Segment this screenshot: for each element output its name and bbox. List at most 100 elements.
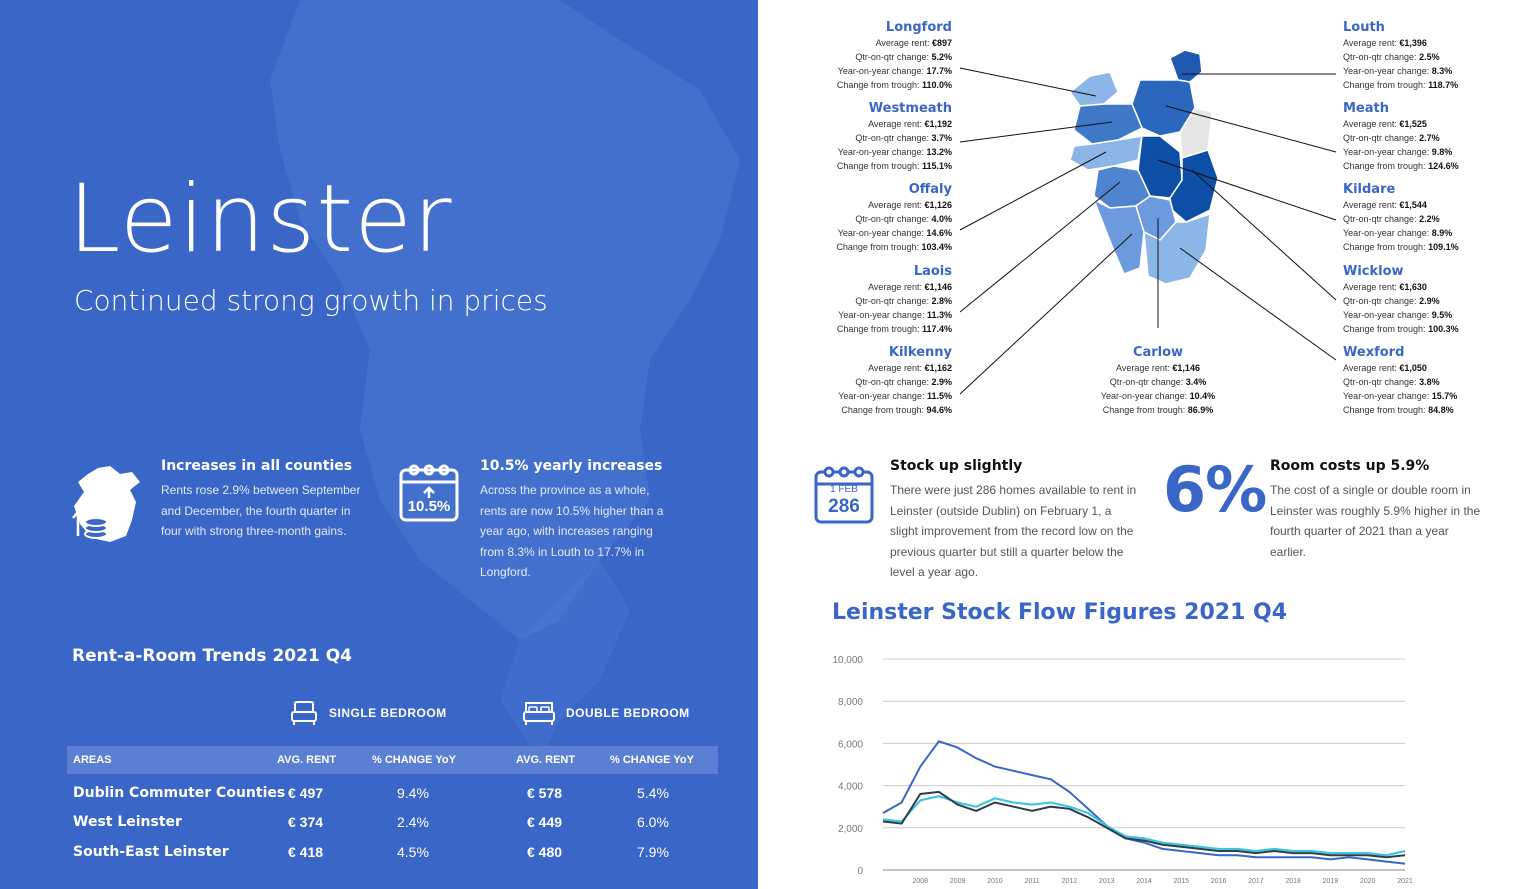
x-tick-label: 2020 [1360,878,1376,885]
page-title: Leinster [68,165,453,274]
county-carlow: Carlow Average rent: €1,146 Qtr-on-qtr c… [1073,345,1243,417]
y-tick-label: 6,000 [838,739,863,750]
big-percent: 6% [1163,453,1267,526]
col-single-rent: AVG. RENT [277,754,337,766]
county-name: Kilkenny [888,345,952,360]
row-single-rent: € 497 [288,785,324,801]
table-header: AREAS AVG. RENT % CHANGE YoY AVG. RENT %… [67,746,718,774]
row-double-change: 6.0% [637,814,669,830]
feature-text: The cost of a single or double room in L… [1270,483,1481,559]
row-double-rent: € 480 [527,844,563,860]
col-single-change: % CHANGE YoY [372,754,456,766]
calendar-date-icon: 1 FEB 286 [813,462,875,531]
x-tick-label: 2012 [1062,878,1078,885]
feature-increases: Increases in all counties Rents rose 2.9… [161,458,371,542]
y-tick-label: 10,000 [832,655,863,666]
table-row: West Leinster € 374 2.4% € 449 6.0% [67,809,718,837]
y-tick-label: 0 [857,866,863,877]
row-area: Dublin Commuter Counties [73,785,286,801]
county-kildare: Kildare Average rent: €1,544 Qtr-on-qtr … [1343,182,1513,254]
county-kilkenny: Kilkenny Average rent: €1,162 Qtr-on-qtr… [782,345,952,417]
row-single-change: 2.4% [397,814,429,830]
col-areas: AREAS [73,754,112,766]
row-area: West Leinster [73,814,182,830]
x-tick-label: 2013 [1099,878,1115,885]
map-wexford [1143,212,1211,285]
feature-heading: 10.5% yearly increases [480,458,663,474]
y-tick-label: 8,000 [838,697,863,708]
county-name: Carlow [1132,345,1184,360]
series-line-1 [882,795,1406,857]
row-area: South-East Leinster [73,844,229,860]
county-offaly: Offaly Average rent: €1,126 Qtr-on-qtr c… [782,182,952,254]
double-bed-icon [523,702,555,725]
feature-text: Across the province as a whole, rents ar… [480,483,664,579]
county-louth: Louth Average rent: €1,396 Qtr-on-qtr ch… [1343,20,1513,92]
feature-room-costs: Room costs up 5.9% The cost of a single … [1270,458,1482,562]
x-tick-label: 2018 [1285,878,1301,885]
x-tick-label: 2019 [1323,878,1339,885]
map-coins-icon [70,462,142,551]
feature-heading: Stock up slightly [890,458,1023,474]
feature-heading: Room costs up 5.9% [1270,458,1430,474]
feature-text: There were just 286 homes available to r… [890,483,1137,579]
row-double-rent: € 578 [527,785,563,801]
chart-title: Leinster Stock Flow Figures 2021 Q4 [832,600,1288,625]
row-double-rent: € 449 [527,814,563,830]
x-tick-label: 2021 [1397,878,1413,885]
x-tick-label: 2016 [1211,878,1227,885]
row-single-rent: € 418 [288,844,324,860]
double-bedroom-header: DOUBLE BEDROOM [522,700,690,726]
county-name: Wicklow [1343,264,1404,279]
x-tick-label: 2014 [1136,878,1152,885]
page-subtitle: Continued strong growth in prices [74,284,548,317]
map-louth [1169,49,1203,83]
county-meath: Meath Average rent: €1,525 Qtr-on-qtr ch… [1343,101,1513,173]
x-tick-label: 2011 [1025,878,1040,885]
rent-a-room-title: Rent-a-Room Trends 2021 Q4 [72,646,352,666]
county-name: Wexford [1343,345,1405,360]
row-single-change: 4.5% [397,844,429,860]
county-name: Offaly [908,182,952,197]
x-tick-label: 2017 [1248,878,1264,885]
x-tick-label: 2009 [950,878,966,885]
county-wexford: Wexford Average rent: €1,050 Qtr-on-qtr … [1343,345,1513,417]
table-row: Dublin Commuter Counties € 497 9.4% € 57… [67,780,718,808]
x-tick-label: 2015 [1173,878,1189,885]
row-single-rent: € 374 [288,814,324,830]
stock-flow-chart: 10,000 8,000 6,000 4,000 2,000 0 2008 2009 2010 2… [832,655,1413,885]
feature-stock: Stock up slightly There were just 286 ho… [890,458,1140,583]
calendar-month: 1 FEB [830,484,858,495]
feature-text: Rents rose 2.9% between September and De… [161,483,361,538]
county-longford: Longford Average rent: €897 Qtr-on-qtr c… [782,20,952,92]
col-double-change: % CHANGE YoY [610,754,694,766]
county-name: Laois [913,264,952,279]
feature-yearly: 10.5% yearly increases Across the provin… [480,458,675,583]
county-westmeath: Westmeath Average rent: €1,192 Qtr-on-qt… [782,101,952,173]
single-bedroom-header: SINGLE BEDROOM [289,700,447,726]
leinster-map [959,49,1337,395]
x-tick-label: 2008 [912,878,928,885]
county-laois: Laois Average rent: €1,146 Qtr-on-qtr ch… [782,264,952,336]
single-bed-icon [291,701,317,725]
calendar-value: 286 [828,496,860,517]
calendar-up-icon: 10.5% [398,460,460,529]
single-bedroom-label: SINGLE BEDROOM [329,706,447,720]
callout-lines [959,67,1337,395]
feature-heading: Increases in all counties [161,458,353,474]
row-single-change: 9.4% [397,785,429,801]
double-bedroom-label: DOUBLE BEDROOM [566,706,690,720]
x-tick-label: 2010 [987,878,1003,885]
y-tick-label: 2,000 [838,824,863,835]
map-longford [1068,71,1119,107]
series-line-0 [882,740,1406,865]
county-wicklow: Wicklow Average rent: €1,630 Qtr-on-qtr … [1343,264,1513,336]
series-line-2 [882,790,1406,859]
county-name: Kildare [1343,182,1396,197]
county-name: Meath [1343,101,1389,116]
county-name: Westmeath [868,101,952,116]
row-double-change: 5.4% [637,785,669,801]
left-panel: Leinster Continued strong growth in pric… [0,0,758,889]
calendar-value: 10.5% [407,498,451,515]
row-double-change: 7.9% [637,844,669,860]
